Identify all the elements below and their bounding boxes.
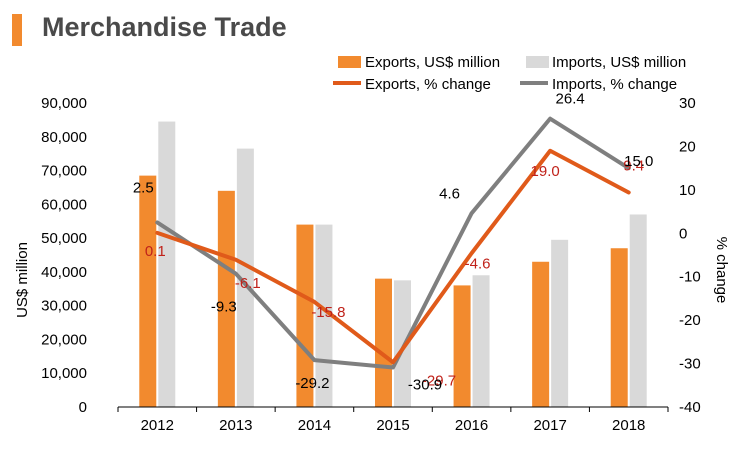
y-tick-label: 60,000	[41, 196, 87, 213]
y-tick-label: 20,000	[41, 331, 87, 348]
imports-change-label-2012: 2.5	[133, 179, 154, 196]
exports-change-label-2016: -4.6	[465, 255, 491, 272]
y2-tick-label: 10	[679, 182, 696, 199]
y-tick-label: 90,000	[41, 95, 87, 112]
y2-axis-title: % change	[713, 237, 730, 304]
legend-label-exports: Exports, US$ million	[365, 54, 500, 71]
exports-bar-2015	[375, 278, 392, 407]
x-tick-label-2017: 2017	[533, 417, 566, 434]
y2-tick-label: 30	[679, 95, 696, 112]
legend-label-imports: Imports, US$ million	[552, 54, 686, 71]
y-tick-label: 50,000	[41, 230, 87, 247]
y-tick-label: 0	[79, 399, 87, 416]
exports-change-label-2014: -15.8	[311, 304, 345, 321]
imports-bar-2012	[158, 121, 176, 408]
exports-bar-2014	[296, 224, 314, 407]
x-tick-label-2013: 2013	[219, 417, 252, 434]
imports-change-label-2013: -9.3	[211, 299, 237, 316]
title-accent-bar	[12, 14, 22, 46]
x-tick-label-2016: 2016	[455, 417, 488, 434]
y2-tick-label: -20	[679, 312, 701, 329]
x-tick-label-2015: 2015	[376, 417, 409, 434]
imports-bar-2017	[551, 239, 569, 407]
chart-title: Merchandise Trade	[42, 12, 287, 42]
imports-bar-2013	[236, 148, 254, 407]
y2-tick-label: 20	[679, 138, 696, 155]
x-tick-label-2018: 2018	[612, 417, 645, 434]
imports-change-label-2017: 26.4	[556, 91, 585, 108]
y2-tick-label: -10	[679, 269, 701, 286]
exports-change-label-2012: 0.1	[145, 243, 166, 260]
legend-swatch-exports	[338, 56, 361, 68]
imports-change-line	[155, 116, 631, 370]
exports-bar-2013	[217, 190, 235, 407]
y-tick-label: 40,000	[41, 264, 87, 281]
exports-bar-2018	[610, 248, 628, 407]
imports-bar-2018	[629, 214, 647, 407]
y2-tick-label: 0	[679, 225, 687, 242]
exports-change-label-2013: -6.1	[235, 275, 261, 292]
y-tick-label: 10,000	[41, 365, 87, 382]
imports-change-label-2018: 15.0	[624, 153, 653, 170]
exports-change-label-2017: 19.0	[531, 163, 560, 180]
y-tick-label: 80,000	[41, 129, 87, 146]
legend-label-imports-change: Imports, % change	[552, 76, 677, 93]
exports-change-line	[155, 148, 631, 365]
exports-change-label-2018: 9.4	[623, 157, 644, 174]
exports-bar-2017	[532, 261, 550, 407]
exports-bar-2016	[453, 285, 471, 407]
y2-tick-label: -30	[679, 356, 701, 373]
exports-change-label-2015: -29.7	[422, 372, 456, 389]
imports-bar-2016	[472, 275, 490, 407]
imports-bar-2015	[394, 280, 411, 407]
imports-change-label-2015: -30.9	[408, 376, 442, 393]
imports-change-label-2014: -29.2	[295, 375, 329, 392]
imports-change-label-2016: 4.6	[439, 185, 460, 202]
y-axis-title: US$ million	[14, 242, 31, 318]
x-tick-label-2014: 2014	[298, 417, 331, 434]
y-tick-label: 30,000	[41, 298, 87, 315]
exports-bar-2012	[139, 175, 157, 407]
legend-swatch-imports	[526, 56, 549, 68]
legend-label-exports-change: Exports, % change	[365, 76, 491, 93]
y-tick-label: 70,000	[41, 163, 87, 180]
y2-tick-label: -40	[679, 399, 701, 416]
x-tick-label-2012: 2012	[141, 417, 174, 434]
